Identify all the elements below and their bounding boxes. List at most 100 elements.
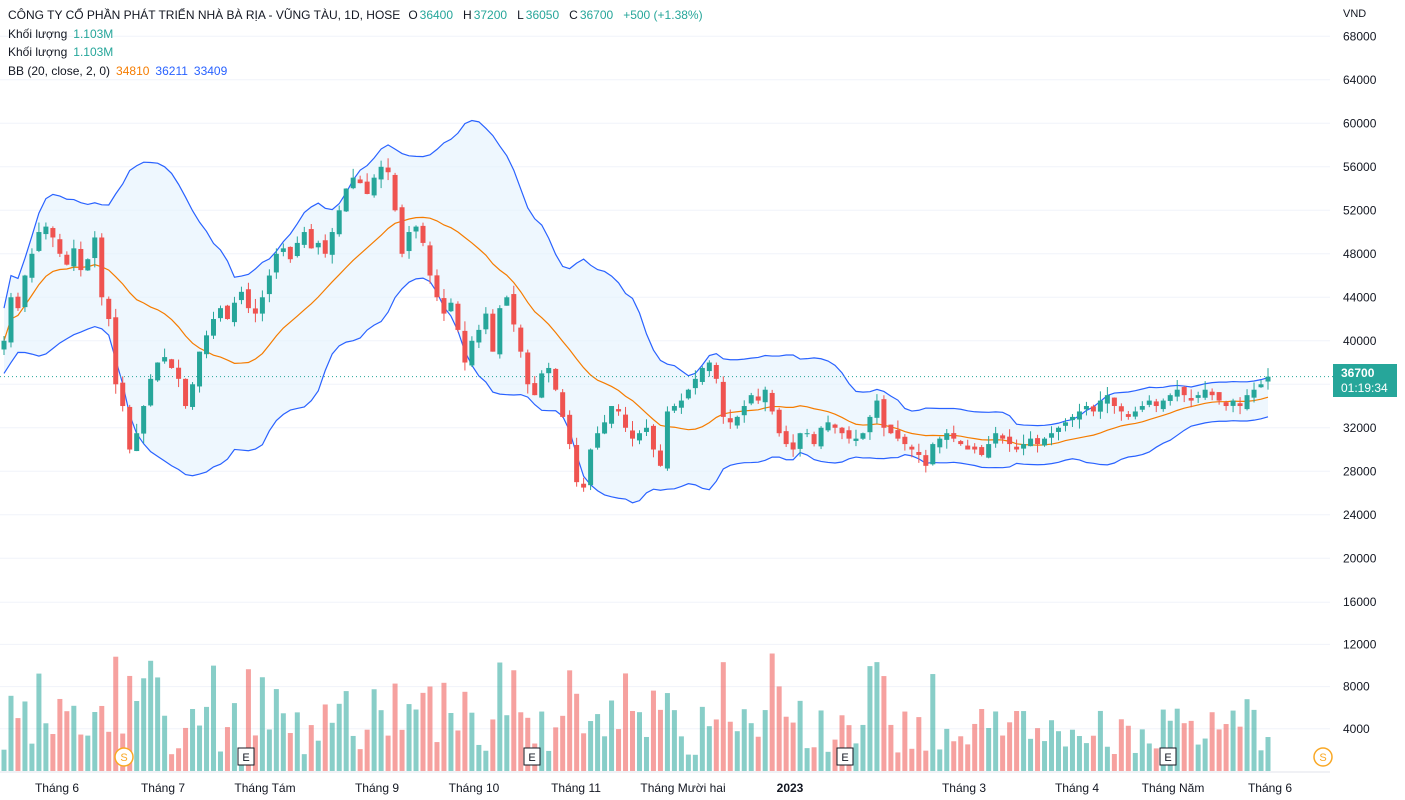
volume-bar bbox=[643, 736, 649, 771]
split-marker[interactable]: S bbox=[114, 747, 134, 767]
candle-body bbox=[713, 365, 719, 379]
candle-body bbox=[22, 275, 28, 308]
candle-body bbox=[217, 308, 223, 319]
volume-bar bbox=[909, 748, 915, 771]
candle-body bbox=[916, 451, 922, 455]
close-label: C bbox=[569, 8, 578, 22]
bb-upper-line bbox=[3, 119, 1269, 427]
volume-bar bbox=[1069, 729, 1075, 771]
candle-body bbox=[204, 335, 210, 355]
candle-body bbox=[720, 381, 726, 417]
volume-bar bbox=[832, 739, 838, 771]
candle-body bbox=[958, 441, 964, 445]
volume-bar bbox=[525, 717, 531, 771]
indicator-label: Khối lượng bbox=[8, 26, 68, 41]
bb-indicator[interactable]: BB (20, close, 2, 0) 34810 36211 33409 bbox=[8, 62, 705, 81]
high-value: 37200 bbox=[473, 8, 508, 22]
volume-bar bbox=[92, 712, 98, 771]
volume-bar bbox=[1090, 735, 1096, 771]
volume-bar bbox=[874, 662, 880, 771]
volume-bar bbox=[211, 665, 217, 771]
candle-body bbox=[979, 447, 985, 455]
candle-body bbox=[343, 188, 349, 212]
time-tick-label: Tháng 10 bbox=[449, 781, 500, 795]
candle-body bbox=[560, 392, 566, 417]
candle-body bbox=[169, 359, 175, 368]
candle-body bbox=[329, 232, 335, 255]
volume-bar bbox=[364, 729, 370, 771]
volume-bar bbox=[15, 718, 21, 771]
candle-body bbox=[455, 303, 461, 330]
volume-bar bbox=[630, 710, 636, 771]
candle-body bbox=[1007, 436, 1013, 445]
candle-body bbox=[120, 382, 126, 407]
split-marker[interactable]: S bbox=[1313, 747, 1333, 767]
candle-body bbox=[1069, 416, 1075, 421]
candle-body bbox=[78, 248, 84, 271]
candle-body bbox=[427, 245, 433, 276]
volume-bar bbox=[748, 723, 754, 771]
volume-bar bbox=[378, 710, 384, 771]
candle-body bbox=[1265, 376, 1271, 382]
volume-bar bbox=[113, 656, 119, 771]
candle-body bbox=[50, 228, 56, 238]
earnings-marker[interactable]: E bbox=[836, 747, 854, 766]
indicator-value: 1.103M bbox=[73, 26, 114, 41]
candle-body bbox=[1021, 444, 1027, 449]
volume-bar bbox=[937, 749, 943, 771]
volume-bar bbox=[783, 716, 789, 771]
candle-body bbox=[497, 308, 503, 355]
earnings-marker[interactable]: E bbox=[523, 747, 541, 766]
volume-bar bbox=[350, 735, 356, 771]
volume-bar bbox=[280, 713, 286, 771]
candle-body bbox=[937, 438, 943, 448]
earnings-marker[interactable]: E bbox=[1159, 747, 1177, 766]
candle-body bbox=[197, 351, 203, 387]
volume-bar bbox=[986, 728, 992, 771]
earnings-marker-box bbox=[1159, 747, 1177, 766]
volume-bar bbox=[595, 714, 601, 771]
candle-body bbox=[511, 294, 517, 325]
high-label: H bbox=[463, 8, 472, 22]
volume-bar bbox=[706, 726, 712, 771]
open-label: O bbox=[408, 8, 418, 22]
candle-body bbox=[532, 383, 538, 396]
candle-body bbox=[839, 427, 845, 434]
volume-bar bbox=[853, 743, 859, 771]
volume-indicator-1[interactable]: Khối lượng 1.103M bbox=[8, 25, 705, 44]
volume-bar bbox=[273, 689, 279, 771]
volume-bar bbox=[99, 705, 105, 771]
volume-bar bbox=[497, 662, 503, 771]
volume-bar bbox=[371, 689, 377, 771]
candle-body bbox=[64, 254, 70, 265]
chart-legend: CÔNG TY CỔ PHẦN PHÁT TRIỂN NHÀ BÀ RỊA - … bbox=[8, 6, 705, 80]
price-tick-label: 40000 bbox=[1343, 334, 1377, 348]
price-tick-label: 60000 bbox=[1343, 116, 1377, 130]
volume-bar bbox=[958, 736, 964, 771]
volume-bar bbox=[1125, 725, 1131, 771]
volume-bar bbox=[183, 727, 189, 771]
candle-body bbox=[525, 352, 531, 385]
symbol-title[interactable]: CÔNG TY CỔ PHẦN PHÁT TRIỂN NHÀ BÀ RỊA - … bbox=[8, 8, 401, 22]
candle-body bbox=[113, 317, 119, 385]
earnings-marker-label: E bbox=[841, 752, 848, 764]
candle-body bbox=[944, 433, 950, 440]
candle-body bbox=[811, 434, 817, 445]
volume-bar bbox=[169, 754, 175, 771]
volume-bar bbox=[602, 736, 608, 771]
candle-body bbox=[769, 392, 775, 412]
earnings-marker[interactable]: E bbox=[237, 747, 255, 766]
candle-body bbox=[755, 396, 761, 401]
time-tick-label: Tháng 6 bbox=[1248, 781, 1292, 795]
time-tick-label: Tháng Tám bbox=[234, 781, 295, 795]
candle-body bbox=[190, 384, 196, 407]
time-axis: Tháng 6 Tháng 7 Tháng Tám Tháng 9 Tháng 10 Th… bbox=[0, 771, 1330, 795]
candle-body bbox=[1125, 414, 1131, 417]
candle-body bbox=[1000, 435, 1006, 439]
volume-bar bbox=[664, 693, 670, 771]
candle-body bbox=[1146, 400, 1152, 405]
volume-indicator-2[interactable]: Khối lượng 1.103M bbox=[8, 43, 705, 62]
candle-body bbox=[364, 181, 370, 194]
candle-body bbox=[825, 422, 831, 431]
